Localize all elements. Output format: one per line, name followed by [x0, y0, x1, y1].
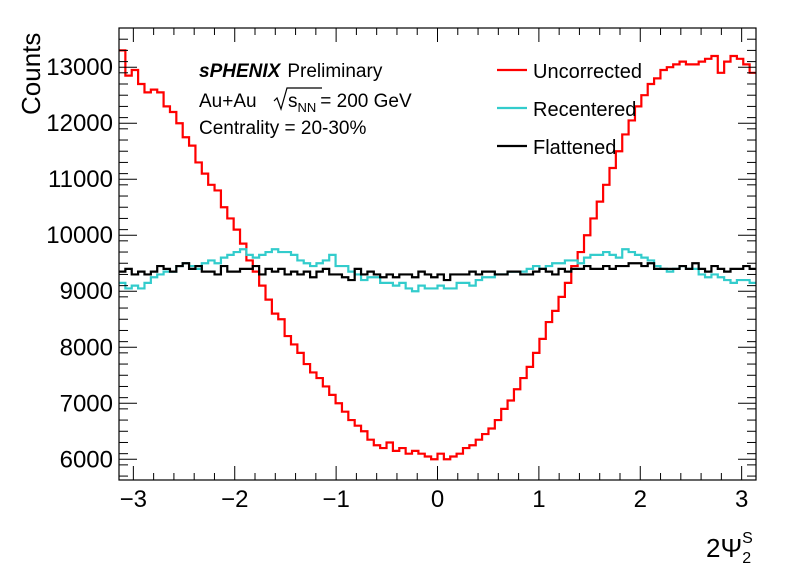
- energy-value: = 200 GeV: [320, 91, 412, 112]
- y-tick-label: 7000: [60, 390, 113, 417]
- x-tick-label: −1: [322, 486, 349, 513]
- x-axis-title-sub: 2: [742, 550, 751, 567]
- y-axis-title: Counts: [16, 33, 46, 115]
- status-label: Preliminary: [287, 61, 383, 82]
- y-tick-label: 8000: [60, 334, 113, 361]
- ticks-group: −3 −2 −1 0 1 2 3 6000 7000 8000 9000 10000 11000 1200…: [46, 27, 756, 513]
- x-axis-title-main: 2Ψ: [706, 533, 742, 563]
- x-tick-label: −3: [120, 486, 147, 513]
- experiment-name: sPHENIX: [199, 61, 282, 82]
- legend-label-flattened: Flattened: [533, 137, 616, 159]
- x-axis-title: 2Ψ2 S: [706, 530, 753, 567]
- x-tick-label: 2: [634, 486, 647, 513]
- y-tick-label: 12000: [46, 110, 113, 137]
- centrality-label: Centrality = 20-30%: [199, 118, 366, 139]
- legend-label-recentered: Recentered: [533, 99, 636, 121]
- y-tick-label: 9000: [60, 278, 113, 305]
- energy-subscript: NN: [298, 100, 317, 115]
- energy-label: sNN = 200 GeV: [288, 91, 412, 115]
- energy-symbol: s: [288, 91, 298, 112]
- y-tick-label: 10000: [46, 222, 113, 249]
- legend: Uncorrected Recentered Flattened: [497, 61, 642, 159]
- system-energy-label: Au+Au: [199, 91, 257, 112]
- series-line-recentered: [119, 248, 756, 293]
- x-tick-label: 3: [735, 486, 748, 513]
- x-tick-label: −2: [221, 486, 248, 513]
- y-tick-label: 13000: [46, 54, 113, 81]
- info-annotations: sPHENIX Preliminary Au+Au sNN = 200 GeV Ce…: [199, 61, 412, 139]
- experiment-label: sPHENIX Preliminary: [199, 61, 383, 82]
- y-tick-label: 11000: [48, 166, 113, 193]
- system-label: Au+Au: [199, 91, 257, 112]
- y-tick-label: 6000: [60, 446, 113, 473]
- series-group: [119, 49, 756, 461]
- x-axis-title-sup: S: [742, 530, 753, 547]
- series-line-uncorrected: [119, 49, 756, 461]
- x-tick-label: 1: [532, 486, 545, 513]
- legend-label-uncorrected: Uncorrected: [533, 61, 642, 83]
- series-line-flattened: [119, 262, 756, 282]
- x-tick-label: 0: [431, 486, 444, 513]
- sqrt-symbol: [273, 87, 322, 111]
